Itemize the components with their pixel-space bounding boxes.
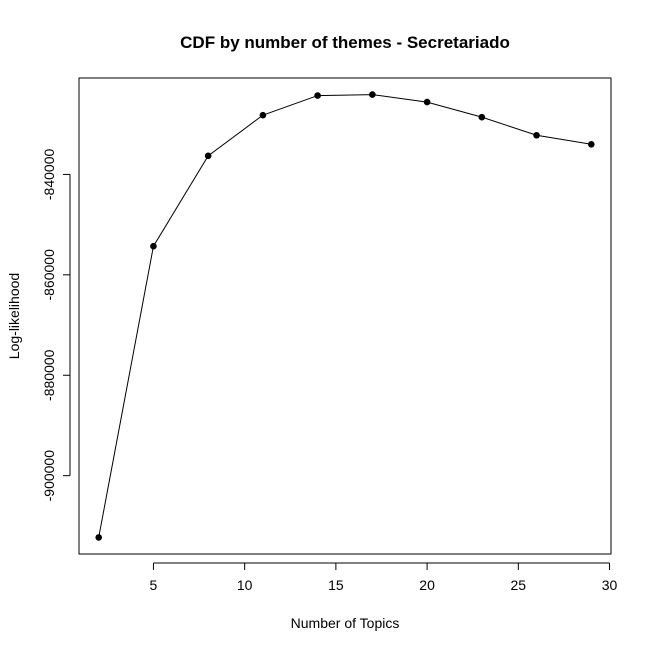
x-axis-label: Number of Topics bbox=[291, 615, 400, 631]
chart-title: CDF by number of themes - Secretariado bbox=[180, 33, 510, 52]
x-tick-label: 15 bbox=[328, 577, 344, 593]
series-line-group bbox=[95, 91, 595, 541]
data-point bbox=[533, 131, 540, 139]
x-axis: 5 10 15 20 25 30 bbox=[150, 562, 618, 593]
data-point bbox=[423, 98, 431, 106]
y-tick-label: -860000 bbox=[41, 249, 57, 301]
data-point bbox=[204, 152, 212, 160]
data-point bbox=[369, 91, 376, 98]
y-tick-label: -880000 bbox=[41, 349, 57, 401]
x-tick-label: 10 bbox=[237, 577, 253, 593]
y-axis: -900000 -880000 -860000 -840000 bbox=[41, 149, 71, 502]
data-point bbox=[150, 242, 157, 250]
y-axis-label: Log-likelihood bbox=[6, 273, 22, 359]
data-point bbox=[314, 92, 321, 99]
x-tick-label: 30 bbox=[602, 577, 618, 593]
data-point bbox=[478, 113, 486, 121]
y-tick-label: -900000 bbox=[41, 450, 57, 502]
y-tick-label: -840000 bbox=[41, 149, 57, 201]
data-point bbox=[587, 140, 595, 148]
data-point bbox=[95, 534, 103, 541]
series-line bbox=[98, 94, 592, 538]
x-tick-label: 25 bbox=[511, 577, 527, 593]
x-tick-label: 5 bbox=[150, 577, 158, 593]
plot-frame bbox=[78, 77, 612, 555]
x-tick-label: 20 bbox=[419, 577, 435, 593]
data-point bbox=[259, 111, 267, 119]
